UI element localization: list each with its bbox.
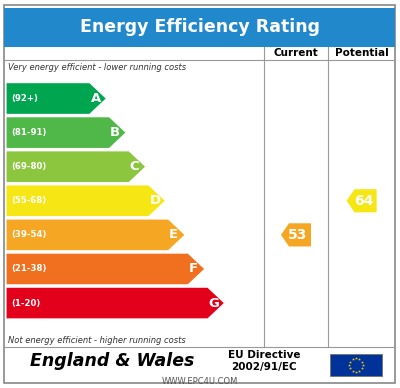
Polygon shape bbox=[281, 223, 311, 246]
Polygon shape bbox=[6, 287, 224, 319]
Polygon shape bbox=[6, 117, 126, 149]
Text: G: G bbox=[208, 296, 219, 310]
Text: D: D bbox=[150, 194, 161, 207]
Text: Energy Efficiency Rating: Energy Efficiency Rating bbox=[80, 18, 320, 36]
Text: F: F bbox=[189, 262, 198, 275]
Text: England & Wales: England & Wales bbox=[30, 352, 194, 370]
Bar bbox=[330, 354, 382, 376]
Text: 53: 53 bbox=[288, 228, 308, 242]
Text: 64: 64 bbox=[354, 194, 373, 208]
Text: E: E bbox=[169, 229, 178, 241]
Polygon shape bbox=[6, 151, 146, 183]
Text: (81-91): (81-91) bbox=[11, 128, 46, 137]
Text: B: B bbox=[110, 126, 120, 139]
Polygon shape bbox=[6, 219, 185, 251]
Text: Potential: Potential bbox=[335, 48, 388, 58]
Text: Current: Current bbox=[274, 48, 318, 58]
Text: (21-38): (21-38) bbox=[11, 265, 46, 274]
Polygon shape bbox=[6, 83, 106, 114]
Text: (55-68): (55-68) bbox=[11, 196, 46, 205]
Text: EU Directive
2002/91/EC: EU Directive 2002/91/EC bbox=[228, 350, 300, 372]
Polygon shape bbox=[346, 189, 376, 212]
Text: (1-20): (1-20) bbox=[11, 298, 40, 308]
Text: WWW.EPC4U.COM: WWW.EPC4U.COM bbox=[162, 377, 238, 386]
Polygon shape bbox=[6, 253, 205, 285]
Text: C: C bbox=[130, 160, 140, 173]
Bar bbox=[4, 8, 395, 47]
Text: A: A bbox=[90, 92, 101, 105]
Polygon shape bbox=[6, 185, 166, 217]
Text: Not energy efficient - higher running costs: Not energy efficient - higher running co… bbox=[8, 336, 186, 345]
Text: (39-54): (39-54) bbox=[11, 230, 46, 239]
Text: (92+): (92+) bbox=[11, 94, 38, 103]
Text: Very energy efficient - lower running costs: Very energy efficient - lower running co… bbox=[8, 62, 186, 72]
Text: (69-80): (69-80) bbox=[11, 162, 46, 171]
